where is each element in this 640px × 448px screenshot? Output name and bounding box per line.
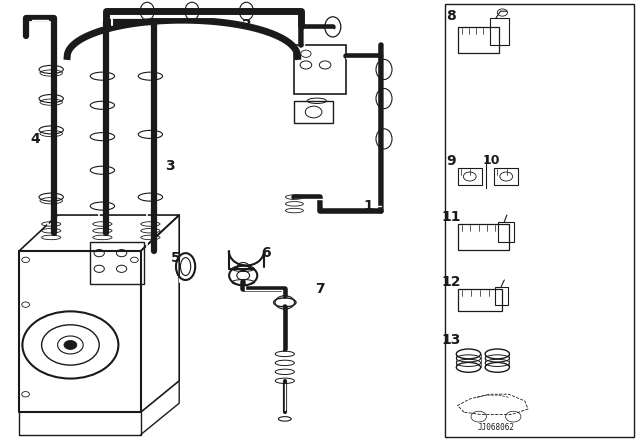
Text: 3: 3 xyxy=(164,159,175,173)
Text: 4: 4 xyxy=(30,132,40,146)
Bar xyxy=(495,287,508,305)
Bar xyxy=(90,242,144,284)
Circle shape xyxy=(64,340,77,349)
Bar xyxy=(458,168,482,185)
Text: 12: 12 xyxy=(442,275,461,289)
Bar xyxy=(458,27,499,53)
Text: 6: 6 xyxy=(260,246,271,260)
Text: 13: 13 xyxy=(442,333,461,348)
Bar xyxy=(294,101,333,123)
Text: JJ068062: JJ068062 xyxy=(477,423,515,432)
Text: 7: 7 xyxy=(315,282,325,296)
Text: 11: 11 xyxy=(442,210,461,224)
Bar xyxy=(458,289,502,311)
Text: 2: 2 xyxy=(241,17,252,32)
Bar xyxy=(494,168,518,185)
Text: 1: 1 xyxy=(363,199,373,213)
Text: 8: 8 xyxy=(446,9,456,23)
Bar xyxy=(498,222,514,242)
Bar xyxy=(458,224,509,250)
Bar xyxy=(445,4,634,437)
Text: 5: 5 xyxy=(171,250,181,265)
Text: 10: 10 xyxy=(483,154,500,167)
Bar xyxy=(294,45,346,94)
Bar xyxy=(490,18,509,45)
Text: 9: 9 xyxy=(446,154,456,168)
